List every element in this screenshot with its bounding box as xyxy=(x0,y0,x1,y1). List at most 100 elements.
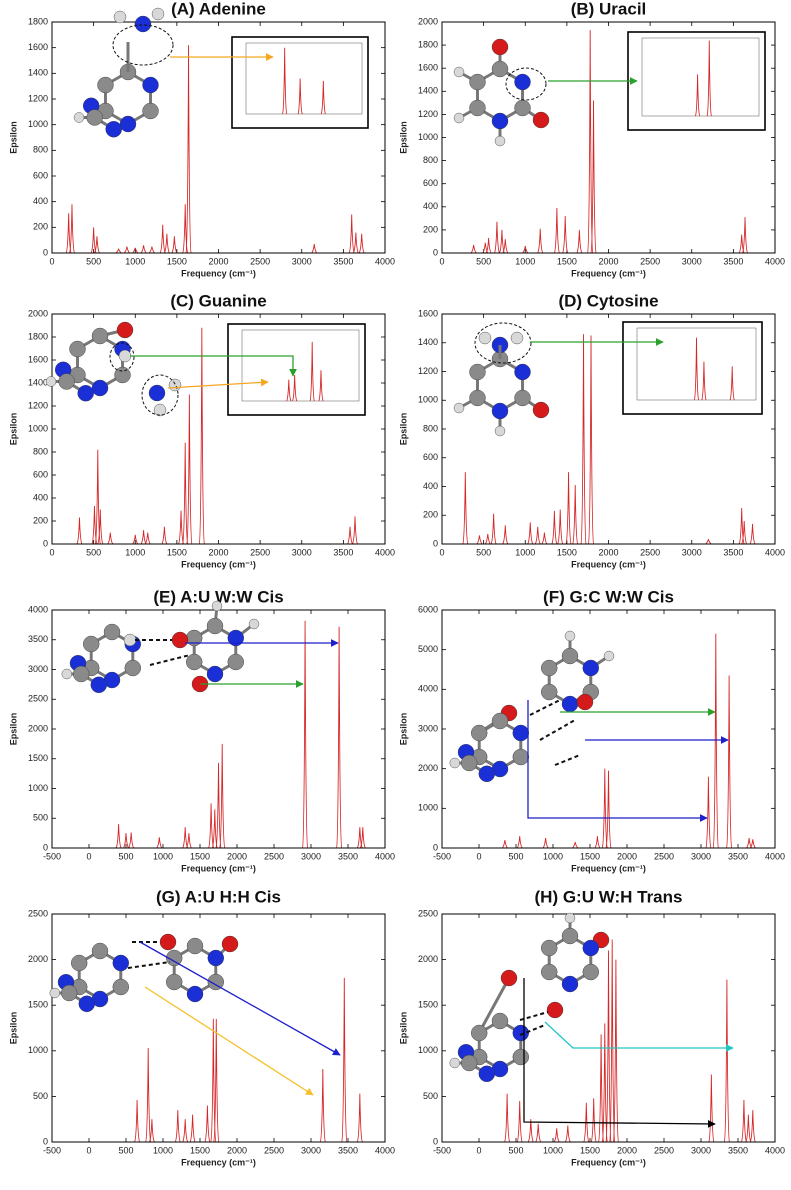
spectrum-peak xyxy=(537,228,544,254)
x-tick-label: 1000 xyxy=(125,256,145,266)
atom xyxy=(541,659,558,677)
atom xyxy=(124,659,141,677)
x-tick-label: 2000 xyxy=(617,1145,637,1155)
x-tick-label: 0 xyxy=(439,256,444,266)
atom xyxy=(453,112,465,124)
x-tick-label: 2000 xyxy=(598,547,618,557)
atom xyxy=(603,650,615,662)
y-tick-label: 1200 xyxy=(28,400,48,410)
atom xyxy=(151,7,165,21)
y-axis-label: Epsilon xyxy=(8,121,18,154)
x-tick-label: 2000 xyxy=(208,256,228,266)
panel-title: (F) G:C W:W Cis xyxy=(543,587,674,606)
y-tick-label: 1400 xyxy=(28,68,48,78)
y-tick-label: 1400 xyxy=(418,337,438,347)
spectrum-peak xyxy=(213,1018,220,1143)
y-tick-label: 200 xyxy=(33,515,48,525)
spectrum-peak xyxy=(171,236,178,254)
y-tick-label: 1000 xyxy=(418,1045,438,1055)
atom xyxy=(510,331,524,345)
plot-frame xyxy=(441,313,776,545)
x-tick-label: 2500 xyxy=(264,851,284,861)
y-tick-label: 400 xyxy=(33,492,48,502)
spectrum-peak xyxy=(319,1069,326,1143)
spectrum-peak xyxy=(97,509,104,545)
y-tick-label: 5000 xyxy=(418,644,438,654)
spectrum-peak xyxy=(738,508,745,545)
atom xyxy=(582,963,599,981)
highlight xyxy=(112,24,174,66)
x-tick-label: 3000 xyxy=(301,851,321,861)
highlight xyxy=(141,374,179,416)
atom xyxy=(248,618,260,630)
y-tick-label: 1400 xyxy=(28,377,48,387)
y-axis-label: Epsilon xyxy=(398,121,408,154)
atom xyxy=(449,757,461,769)
x-axis-label: Frequency (cm⁻¹) xyxy=(571,559,646,569)
y-tick-label: 800 xyxy=(33,145,48,155)
spectrum-peak xyxy=(156,837,163,849)
y-tick-label: 800 xyxy=(33,446,48,456)
y-tick-label: 800 xyxy=(423,155,438,165)
x-tick-label: 500 xyxy=(86,547,101,557)
atom xyxy=(469,363,486,381)
spectrum-peak xyxy=(186,394,193,545)
atom xyxy=(541,963,558,981)
spectrum-peak xyxy=(282,47,288,115)
atom xyxy=(491,402,509,420)
spectrum-peak xyxy=(182,442,189,545)
spectrum-peak xyxy=(185,833,192,849)
atom xyxy=(73,665,90,683)
atom xyxy=(206,617,224,635)
y-tick-label: 2000 xyxy=(28,954,48,964)
y-tick-label: 4000 xyxy=(418,684,438,694)
x-tick-label: 0 xyxy=(439,547,444,557)
y-tick-label: 0 xyxy=(43,842,48,852)
atom xyxy=(491,712,509,730)
atom xyxy=(500,969,518,987)
y-tick-label: 200 xyxy=(423,510,438,520)
atom xyxy=(561,647,579,665)
x-tick-label: 4000 xyxy=(765,256,785,266)
atom xyxy=(469,99,486,117)
x-tick-label: 2000 xyxy=(227,1145,247,1155)
x-tick-label: 4000 xyxy=(375,547,395,557)
atom xyxy=(118,349,132,363)
y-tick-label: 1600 xyxy=(28,354,48,364)
inset-frame xyxy=(627,31,766,131)
y-tick-label: 0 xyxy=(43,247,48,257)
y-tick-label: 3500 xyxy=(28,634,48,644)
spectrum-peak xyxy=(356,1093,363,1143)
atom xyxy=(541,683,558,701)
atom xyxy=(491,60,509,78)
spectrum-peak xyxy=(612,959,619,1143)
y-tick-label: 1400 xyxy=(418,86,438,96)
y-tick-label: 0 xyxy=(43,1136,48,1146)
atom xyxy=(514,99,531,117)
y-tick-label: 500 xyxy=(33,1091,48,1101)
h-bond xyxy=(149,654,191,666)
atom xyxy=(142,76,159,94)
atom xyxy=(69,340,86,358)
spectrum-peak xyxy=(542,838,549,849)
spectrum-peak xyxy=(501,840,508,849)
x-tick-label: 0 xyxy=(49,547,54,557)
spectrum-peak xyxy=(161,526,168,545)
spectrum-peak xyxy=(348,214,355,254)
atom xyxy=(491,1012,509,1030)
plot-frame xyxy=(51,21,386,254)
spectrum-peak xyxy=(174,1110,181,1143)
atom xyxy=(123,633,137,647)
spectrum-peak xyxy=(352,232,359,254)
spectrum-peak xyxy=(590,100,597,254)
x-tick-label: 3500 xyxy=(723,547,743,557)
spectrum-peak xyxy=(553,1128,560,1143)
x-tick-label: 1500 xyxy=(557,547,577,557)
atom xyxy=(478,331,492,345)
x-tick-label: 0 xyxy=(86,1145,91,1155)
spectrum-peak xyxy=(541,532,548,545)
x-tick-label: 1000 xyxy=(515,547,535,557)
inset-frame xyxy=(622,321,763,415)
spectrum-peak xyxy=(693,337,700,401)
spectrum-peak xyxy=(140,245,147,254)
